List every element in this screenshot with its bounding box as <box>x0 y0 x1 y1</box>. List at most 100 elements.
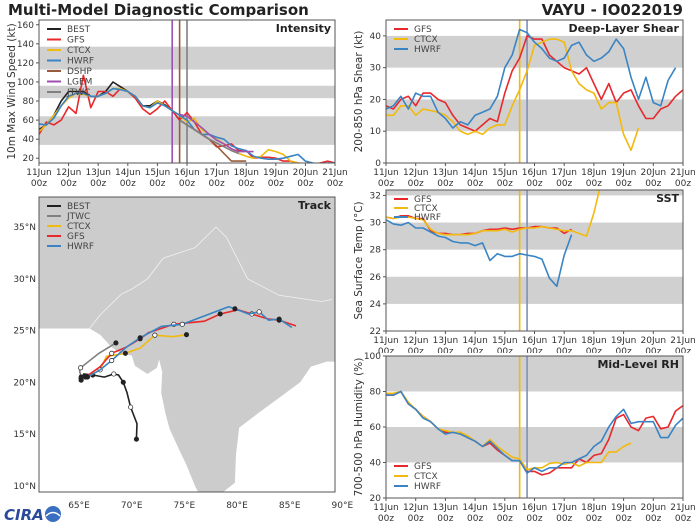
sst-xtick-day: 20Jun <box>641 336 667 346</box>
track-lon-label: 75°E <box>174 501 196 511</box>
rh-xtick-hour: 00z <box>467 514 483 524</box>
track-position-marker <box>128 404 134 410</box>
track-position-marker <box>217 311 223 317</box>
intensity-series-lgem <box>179 113 254 153</box>
sst-ylabel: Sea Surface Temp (°C) <box>353 201 365 319</box>
sst-xtick-day: 11Jun <box>373 336 399 346</box>
logo-wave-icon <box>45 511 61 517</box>
sst-ytick-label: 28 <box>370 246 382 256</box>
rh-xtick-day: 15Jun <box>492 503 518 513</box>
intensity-xtick-hour: 00z <box>31 179 47 189</box>
intensity-ytick-label: 80 <box>23 97 35 107</box>
legend-label-gfs: GFS <box>414 195 432 205</box>
intensity-xtick-hour: 00z <box>179 179 195 189</box>
intensity-ytick-label: 100 <box>17 78 34 88</box>
rh-xtick-day: 11Jun <box>373 503 399 513</box>
track-position-marker <box>137 335 143 341</box>
track-position-marker <box>84 374 91 380</box>
legend-label-ctcx: CTCX <box>414 204 438 214</box>
sst-xtick-hour: 00z <box>437 347 453 357</box>
shear-panel: 01020304011Jun00z12Jun00z13Jun00z14Jun00… <box>353 17 698 195</box>
rh-xtick-hour: 00z <box>437 514 453 524</box>
sst-xtick-day: 16Jun <box>522 336 548 346</box>
track-lon-label: 70°E <box>121 501 143 511</box>
sst-band <box>386 276 683 304</box>
shear-xtick-hour: 00z <box>586 179 602 189</box>
rh-xtick-hour: 00z <box>378 514 394 524</box>
sst-ytick-label: 32 <box>370 191 381 201</box>
track-lon-label: 85°E <box>279 501 301 511</box>
track-lat-label: 20°N <box>13 378 36 388</box>
rh-xtick-hour: 00z <box>675 514 691 524</box>
intensity-ytick-label: 160 <box>17 21 34 31</box>
shear-xtick-day: 12Jun <box>403 168 429 178</box>
intensity-xtick-hour: 00z <box>120 179 136 189</box>
intensity-xtick-day: 14Jun <box>115 168 141 178</box>
intensity-xtick-hour: 00z <box>61 179 77 189</box>
rh-xtick-hour: 00z <box>556 514 572 524</box>
intensity-xtick-day: 20Jun <box>293 168 319 178</box>
shear-xtick-day: 21Jun <box>670 168 696 178</box>
shear-xtick-hour: 00z <box>526 179 542 189</box>
rh-panel-title: Mid-Level RH <box>597 358 679 371</box>
rh-xtick-hour: 00z <box>497 514 513 524</box>
rh-xtick-day: 12Jun <box>403 503 429 513</box>
legend-label-hwrf: HWRF <box>414 45 441 55</box>
sst-ytick-label: 26 <box>370 273 382 283</box>
rh-ytick-label: 80 <box>370 388 382 398</box>
track-lon-label: 80°E <box>226 501 248 511</box>
storm-title: VAYU - IO022019 <box>542 1 683 19</box>
legend-label-jtwc: JTWC <box>66 88 90 98</box>
rh-ytick-label: 60 <box>370 423 382 433</box>
shear-ylabel: 200-850 hPa Shear (kt) <box>353 31 365 153</box>
shear-xtick-hour: 00z <box>467 179 483 189</box>
legend-label-best: BEST <box>67 202 91 212</box>
rh-ytick-label: 20 <box>370 494 382 504</box>
rh-xtick-day: 21Jun <box>670 503 696 513</box>
figure-title: Multi-Model Diagnostic Comparison <box>8 1 309 19</box>
sst-xtick-hour: 00z <box>497 347 513 357</box>
rh-xtick-hour: 00z <box>645 514 661 524</box>
intensity-xtick-hour: 00z <box>327 179 343 189</box>
intensity-xtick-day: 21Jun <box>322 168 348 178</box>
shear-ytick-label: 10 <box>370 127 382 137</box>
track-position-marker <box>78 377 84 383</box>
legend-label-gfs: GFS <box>414 25 432 35</box>
sst-xtick-hour: 00z <box>675 347 691 357</box>
intensity-xtick-day: 15Jun <box>145 168 171 178</box>
shear-xtick-day: 19Jun <box>611 168 637 178</box>
shear-xtick-hour: 00z <box>378 179 394 189</box>
shear-xtick-hour: 00z <box>497 179 513 189</box>
sst-xtick-hour: 00z <box>645 347 661 357</box>
intensity-xtick-day: 16Jun <box>174 168 200 178</box>
intensity-series-jtwc <box>179 119 240 155</box>
intensity-xtick-hour: 00z <box>90 179 106 189</box>
shear-xtick-hour: 00z <box>616 179 632 189</box>
legend-label-ctcx: CTCX <box>67 222 91 232</box>
track-position-marker <box>276 316 282 322</box>
sst-xtick-day: 14Jun <box>462 336 488 346</box>
legend-label-gfs: GFS <box>67 36 85 46</box>
shear-series-gfs <box>386 35 683 132</box>
track-lon-label: 65°E <box>68 501 90 511</box>
intensity-panel: 2040608010012014016011Jun00z12Jun00z13Ju… <box>6 17 350 195</box>
track-position-marker <box>111 371 117 377</box>
rh-ytick-label: 40 <box>370 459 382 469</box>
intensity-xtick-hour: 00z <box>268 179 284 189</box>
track-position-marker <box>183 332 190 338</box>
sst-band <box>386 190 683 196</box>
track-frame <box>38 196 336 493</box>
sst-xtick-hour: 00z <box>378 347 394 357</box>
legend-label-gfs: GFS <box>414 462 432 472</box>
intensity-xtick-day: 19Jun <box>263 168 289 178</box>
legend-label-ctcx: CTCX <box>67 46 91 56</box>
sst-xtick-day: 15Jun <box>492 336 518 346</box>
shear-xtick-day: 18Jun <box>581 168 607 178</box>
track-lat-label: 10°N <box>13 482 36 492</box>
sst-xtick-hour: 00z <box>467 347 483 357</box>
shear-xtick-hour: 00z <box>556 179 572 189</box>
track-position-marker <box>109 350 115 356</box>
rh-xtick-day: 13Jun <box>433 503 459 513</box>
sst-ytick-label: 30 <box>370 219 382 229</box>
